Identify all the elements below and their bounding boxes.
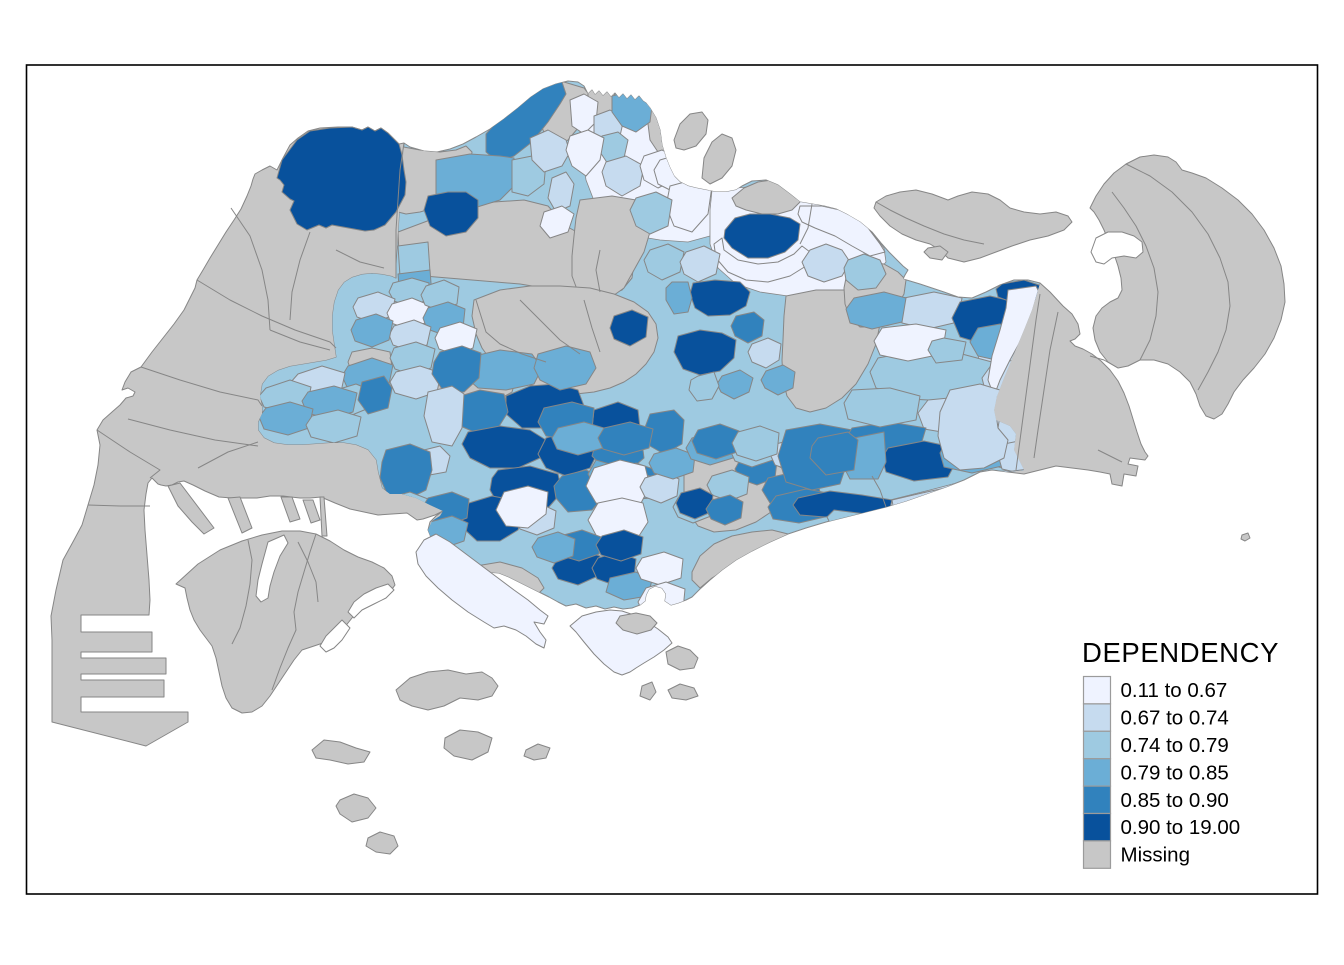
svg-text:Missing: Missing — [1121, 844, 1191, 867]
svg-text:0.90 to 19.00: 0.90 to 19.00 — [1121, 816, 1241, 839]
svg-text:0.11 to 0.67: 0.11 to 0.67 — [1121, 679, 1228, 702]
svg-text:DEPENDENCY: DEPENDENCY — [1082, 637, 1279, 668]
svg-text:0.74 to 0.79: 0.74 to 0.79 — [1121, 734, 1229, 757]
svg-text:0.67 to 0.74: 0.67 to 0.74 — [1121, 707, 1229, 730]
svg-text:0.85 to 0.90: 0.85 to 0.90 — [1121, 789, 1229, 812]
svg-text:0.79 to 0.85: 0.79 to 0.85 — [1121, 761, 1229, 784]
